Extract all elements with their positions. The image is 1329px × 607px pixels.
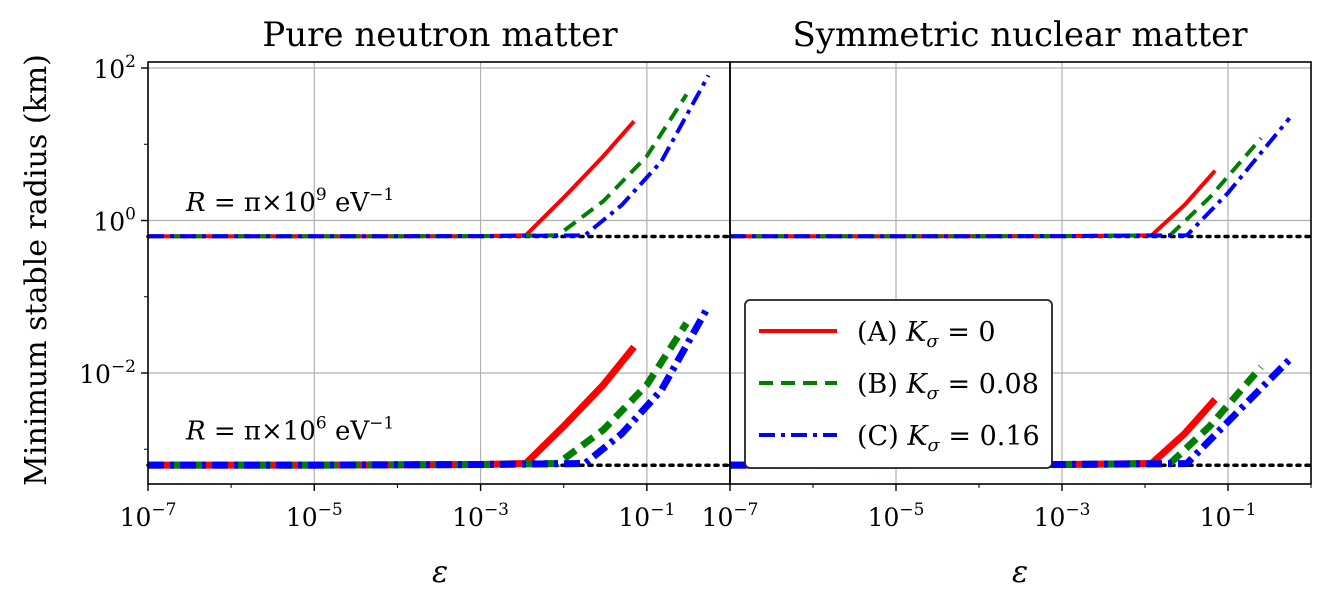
series-line-upper-c	[148, 74, 711, 239]
y-tick-label: 100	[93, 205, 136, 237]
x-tick-label: 10−5	[286, 500, 343, 532]
series-line-upper-c	[730, 116, 1292, 239]
annotation-label: R = π×109 eV−1	[185, 185, 394, 218]
legend-label-c: (C) Kσ = 0.16	[857, 421, 1040, 456]
panel-title-right: Symmetric nuclear matter	[792, 15, 1248, 55]
legend: (A) Kσ = 0 (B) Kσ = 0.08 (C) Kσ = 0.16	[744, 299, 1053, 469]
x-tick-label: 10−7	[702, 500, 759, 532]
series-line-upper-b	[730, 136, 1263, 239]
x-tick-label: 10−3	[1034, 500, 1091, 532]
legend-box	[744, 299, 1053, 469]
series-line-lower-a	[148, 344, 637, 469]
series-line-upper-a	[148, 119, 636, 239]
x-tick-label: 10−3	[452, 500, 509, 532]
x-tick-label: 10−7	[120, 500, 177, 532]
y-tick-label: 10−2	[79, 357, 136, 389]
x-tick-label: 10−1	[1200, 500, 1257, 532]
y-tick-label: 102	[93, 52, 136, 84]
x-axis-label-right: ε	[1012, 555, 1028, 590]
legend-label-a: (A) Kσ = 0	[857, 317, 996, 352]
x-tick-label: 10−1	[618, 500, 675, 532]
plot-frame	[729, 61, 1312, 485]
x-tick-label: 10−5	[868, 500, 925, 532]
series-line-upper-a	[730, 169, 1217, 239]
panel-title-left: Pure neutron matter	[262, 15, 618, 55]
y-axis-label: Minimum stable radius (km)	[19, 54, 54, 486]
series-line-lower-c	[148, 304, 712, 469]
legend-label-b: (B) Kσ = 0.08	[857, 369, 1039, 404]
panel-pure-neutron-matter: 10−7 10−5 10−3 10−1 102 100 10−2 R = π×109 eV−1…	[79, 52, 732, 532]
x-axis-label-left: ε	[432, 555, 448, 590]
annotation-label: R = π×106 eV−1	[185, 414, 394, 447]
